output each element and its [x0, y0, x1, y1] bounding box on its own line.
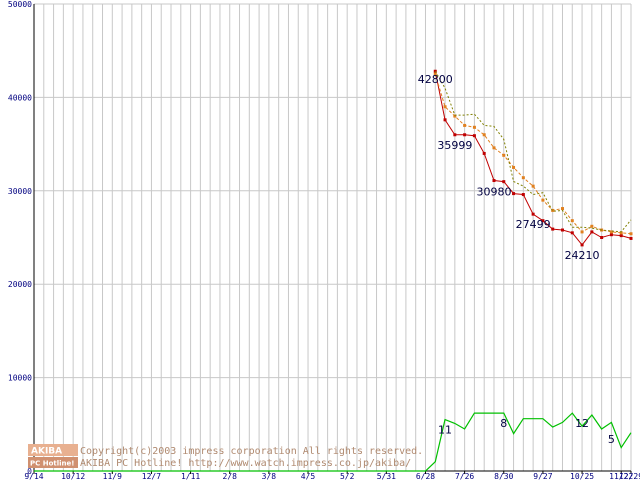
x-tick-label: 12/7	[142, 472, 161, 480]
series-min-point	[531, 212, 535, 216]
series-avg-point	[609, 230, 613, 234]
watermark-logo-top: AKIBA	[31, 447, 62, 457]
data-label: 35999	[437, 139, 472, 152]
series-avg-point	[590, 224, 594, 228]
data-label: 11	[438, 424, 452, 437]
watermark-copyright: Copyright(c)2003 impress corporation All…	[80, 446, 423, 457]
series-min-point	[463, 133, 467, 137]
y-tick-label: 50000	[8, 0, 32, 9]
series-avg-point	[541, 198, 545, 202]
watermark-logo-bottom: PC Hotline!	[30, 460, 74, 468]
series-min-point	[521, 193, 525, 197]
series-avg-point	[580, 230, 584, 234]
series-avg-point	[570, 219, 574, 223]
series-min-point	[560, 228, 564, 232]
x-tick-label: 8/30	[494, 472, 513, 480]
series-min-point	[512, 192, 516, 196]
y-tick-label: 20000	[8, 280, 32, 289]
x-tick-label: 9/14	[24, 472, 43, 480]
y-tick-label: 40000	[8, 93, 32, 102]
series-avg-point	[463, 123, 467, 127]
watermark-url: AKIBA PC Hotline! http://www.watch.impre…	[80, 458, 411, 469]
x-tick-label: 7/26	[455, 472, 474, 480]
series-min-point	[472, 134, 476, 138]
series-min-point	[541, 219, 545, 223]
series-avg-point	[521, 176, 525, 180]
series-min-point	[570, 231, 574, 235]
x-tick-label: 3/8	[262, 472, 277, 480]
x-tick-label: 10/12	[61, 472, 85, 480]
series-min-point	[551, 227, 555, 231]
data-label: 12	[575, 417, 589, 430]
x-tick-label: 11/9	[103, 472, 122, 480]
watermark-logo-bottom-box	[28, 457, 78, 468]
x-tick-label: 1/11	[181, 472, 200, 480]
series-min-point	[502, 180, 506, 184]
x-tick-label: 5/31	[377, 472, 396, 480]
series-avg-point	[453, 114, 457, 118]
x-tick-label: 6/28	[416, 472, 435, 480]
series-avg-point	[629, 232, 633, 236]
series-avg-point	[531, 184, 535, 188]
y-tick-label: 10000	[8, 374, 32, 383]
axes	[33, 4, 632, 474]
series-avg-point	[433, 72, 437, 76]
series-avg-point	[502, 153, 506, 157]
series-avg-point	[443, 105, 447, 109]
data-label: 42800	[418, 73, 453, 86]
x-tick-label: 5/2	[340, 472, 355, 480]
series-min-point	[619, 234, 623, 238]
series-min-point	[590, 230, 594, 234]
series-shops-line	[34, 412, 632, 472]
y-tick-label: 0	[27, 467, 32, 476]
series	[34, 69, 633, 472]
series-avg-point	[560, 207, 564, 211]
x-tick-label: 9/27	[533, 472, 552, 480]
watermark-logo-top-box	[28, 444, 78, 456]
series-avg-point	[472, 125, 476, 129]
series-min-point	[609, 233, 613, 237]
series-max-line	[434, 70, 632, 233]
series-min-point	[629, 236, 633, 240]
annotations: 42800 35999 30980 27499 24210 11 8 12 5	[418, 73, 615, 446]
data-label: 8	[500, 417, 507, 430]
grid	[34, 3, 632, 471]
watermark: AKIBA PC Hotline! Copyright(c)2003 impre…	[28, 444, 423, 469]
data-label: 27499	[516, 218, 551, 231]
series-avg-point	[512, 165, 516, 169]
series-min-point	[482, 151, 486, 155]
series-min-point	[580, 243, 584, 247]
data-label: 5	[608, 433, 615, 446]
data-label: 30980	[476, 186, 511, 199]
x-tick-label: 11/22	[609, 472, 633, 480]
series-min-point	[453, 133, 457, 137]
x-tick-label: 4/5	[301, 472, 316, 480]
y-tick-label: 30000	[8, 187, 32, 196]
x-tick-labels: 9/14 10/12 11/9 12/7 1/11 2/8 3/8 4/5 5/2 5/31 6/2…	[24, 472, 640, 480]
x-tick-label: 12/29	[619, 472, 640, 480]
series-min-point	[443, 118, 447, 122]
series-min-point	[492, 179, 496, 183]
series-avg-point	[619, 231, 623, 235]
series-avg-point	[482, 133, 486, 137]
series-avg-point	[492, 146, 496, 150]
y-tick-labels: 0 10000 20000 30000 40000 50000	[8, 0, 32, 476]
series-min-point	[600, 236, 604, 239]
x-tick-label: 2/8	[223, 472, 238, 480]
x-tick-label: 10/25	[570, 472, 594, 480]
data-label: 24210	[565, 249, 600, 262]
